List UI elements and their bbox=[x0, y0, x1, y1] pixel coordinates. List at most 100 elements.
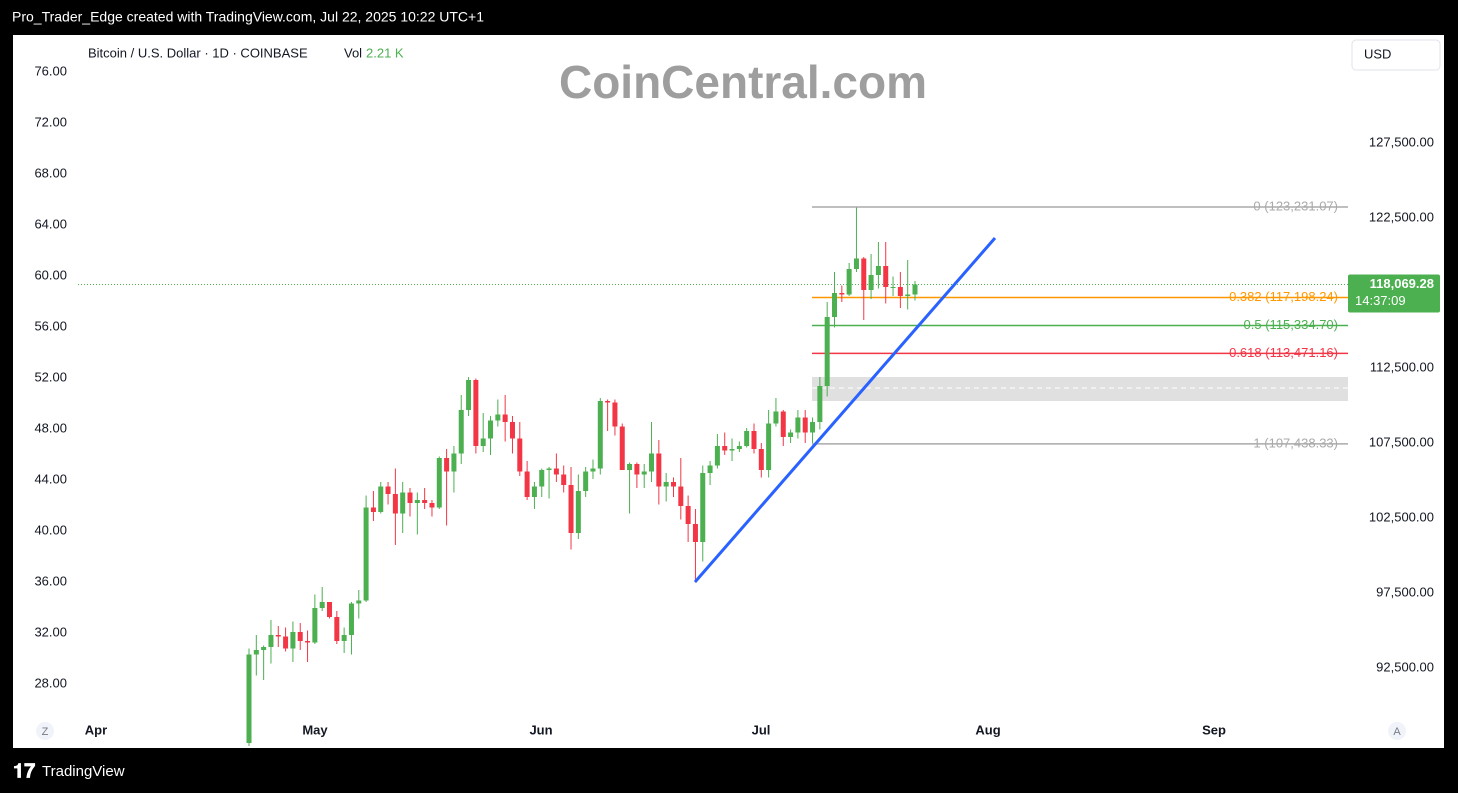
y2-tick-label: 60.00 bbox=[34, 267, 67, 282]
fib-label: 0.382 (117,198.24) bbox=[1229, 289, 1338, 304]
candle-body bbox=[480, 438, 486, 446]
fib-dash: - bbox=[1343, 345, 1347, 360]
candle-body bbox=[283, 636, 289, 649]
candle-body bbox=[766, 423, 772, 470]
brand: TradingView bbox=[42, 763, 125, 780]
candle-body bbox=[824, 317, 830, 386]
range-zone bbox=[812, 377, 1348, 401]
candle-body bbox=[246, 654, 252, 743]
candle-body bbox=[802, 417, 808, 433]
scale-button-label[interactable]: Z bbox=[42, 726, 49, 738]
candle-body bbox=[319, 602, 325, 608]
candle-body bbox=[751, 431, 757, 449]
candle-body bbox=[905, 294, 911, 296]
currency[interactable]: USD bbox=[1364, 46, 1391, 61]
candle-body bbox=[268, 635, 274, 647]
y-tick-label: 97,500.00 bbox=[1376, 584, 1434, 599]
candle-body bbox=[912, 284, 918, 295]
y2-tick-label: 40.00 bbox=[34, 522, 67, 537]
candle-body bbox=[736, 446, 742, 449]
candle-body bbox=[722, 446, 728, 451]
candle-body bbox=[839, 293, 845, 295]
candle-body bbox=[692, 524, 698, 542]
candle-body bbox=[568, 485, 574, 533]
candle-body bbox=[656, 453, 662, 487]
candle-body bbox=[861, 258, 867, 290]
y2-tick-label: 32.00 bbox=[34, 624, 67, 639]
y2-tick-label: 68.00 bbox=[34, 165, 67, 180]
candle-body bbox=[561, 474, 567, 485]
candle-body bbox=[444, 458, 450, 472]
candle-body bbox=[685, 506, 691, 524]
candle-body bbox=[488, 420, 494, 439]
currency-button[interactable] bbox=[1351, 39, 1441, 71]
y-tick-label: 102,500.00 bbox=[1369, 509, 1434, 524]
candle-body bbox=[583, 471, 589, 491]
x-tick-label: Jun bbox=[529, 722, 552, 737]
y-tick-label: 92,500.00 bbox=[1376, 659, 1434, 674]
candle-body bbox=[634, 464, 640, 475]
candle-body bbox=[429, 503, 435, 508]
candle-body bbox=[370, 507, 376, 512]
y2-tick-label: 76.00 bbox=[34, 63, 67, 78]
last-price-box bbox=[1348, 274, 1440, 313]
candle-body bbox=[883, 266, 889, 287]
fib-label: 0.5 (115,334.70) bbox=[1244, 317, 1338, 332]
candle-body bbox=[509, 422, 515, 439]
y2-tick-label: 52.00 bbox=[34, 369, 67, 384]
trend-line bbox=[693, 237, 997, 583]
candle-body bbox=[853, 258, 859, 269]
auto-button-label[interactable]: A bbox=[1393, 726, 1401, 738]
candle-body bbox=[261, 647, 267, 650]
candle-body bbox=[422, 500, 428, 503]
candle-body bbox=[436, 458, 442, 508]
scale-button[interactable] bbox=[36, 722, 54, 740]
candle-body bbox=[846, 269, 852, 295]
candle-body bbox=[575, 491, 581, 533]
volume-label: Vol bbox=[344, 45, 362, 60]
candle-body bbox=[670, 482, 676, 487]
candle-body bbox=[524, 471, 530, 497]
y2-tick-label: 44.00 bbox=[34, 471, 67, 486]
candle-body bbox=[590, 468, 596, 472]
candle-body bbox=[553, 468, 559, 475]
candle-body bbox=[392, 494, 398, 514]
candle-body bbox=[758, 449, 764, 470]
fib-dash: - bbox=[1343, 289, 1347, 304]
candle-body bbox=[334, 617, 340, 641]
candle-body bbox=[714, 446, 720, 466]
candle-body bbox=[400, 492, 406, 514]
candle-body bbox=[458, 410, 464, 454]
candle-body bbox=[531, 486, 537, 497]
x-tick-label: Jul bbox=[752, 722, 771, 737]
candle-body bbox=[378, 486, 384, 512]
candle-body bbox=[831, 293, 837, 317]
chart-title: Bitcoin / U.S. Dollar · 1D · COINBASE bbox=[88, 45, 308, 60]
countdown: 14:37:09 bbox=[1355, 293, 1406, 308]
candle-body bbox=[539, 470, 545, 487]
candle-body bbox=[517, 438, 523, 472]
x-tick-label: Sep bbox=[1202, 722, 1226, 737]
x-tick-label: May bbox=[302, 722, 328, 737]
y2-tick-label: 48.00 bbox=[34, 420, 67, 435]
fib-dash: - bbox=[1343, 435, 1347, 450]
volume-value: 2.21 K bbox=[366, 45, 404, 60]
candle-body bbox=[275, 635, 281, 637]
fib-label: 0 (123,231.07) bbox=[1253, 198, 1338, 213]
candle-body bbox=[890, 287, 896, 288]
candle-body bbox=[612, 402, 618, 427]
x-tick-label: Apr bbox=[85, 722, 107, 737]
x-tick-label: Aug bbox=[975, 722, 1000, 737]
candle-body bbox=[363, 507, 369, 601]
candle-body bbox=[897, 287, 903, 296]
auto-button[interactable] bbox=[1388, 722, 1406, 740]
fib-dash: - bbox=[1343, 198, 1347, 213]
candle-body bbox=[700, 473, 706, 542]
candle-body bbox=[649, 453, 655, 472]
y2-tick-label: 64.00 bbox=[34, 216, 67, 231]
candle-body bbox=[663, 482, 669, 487]
fib-label: 1 (107,438.33) bbox=[1253, 435, 1338, 450]
candle-body bbox=[348, 603, 354, 635]
candle-body bbox=[253, 650, 259, 655]
candle-body bbox=[297, 632, 303, 641]
